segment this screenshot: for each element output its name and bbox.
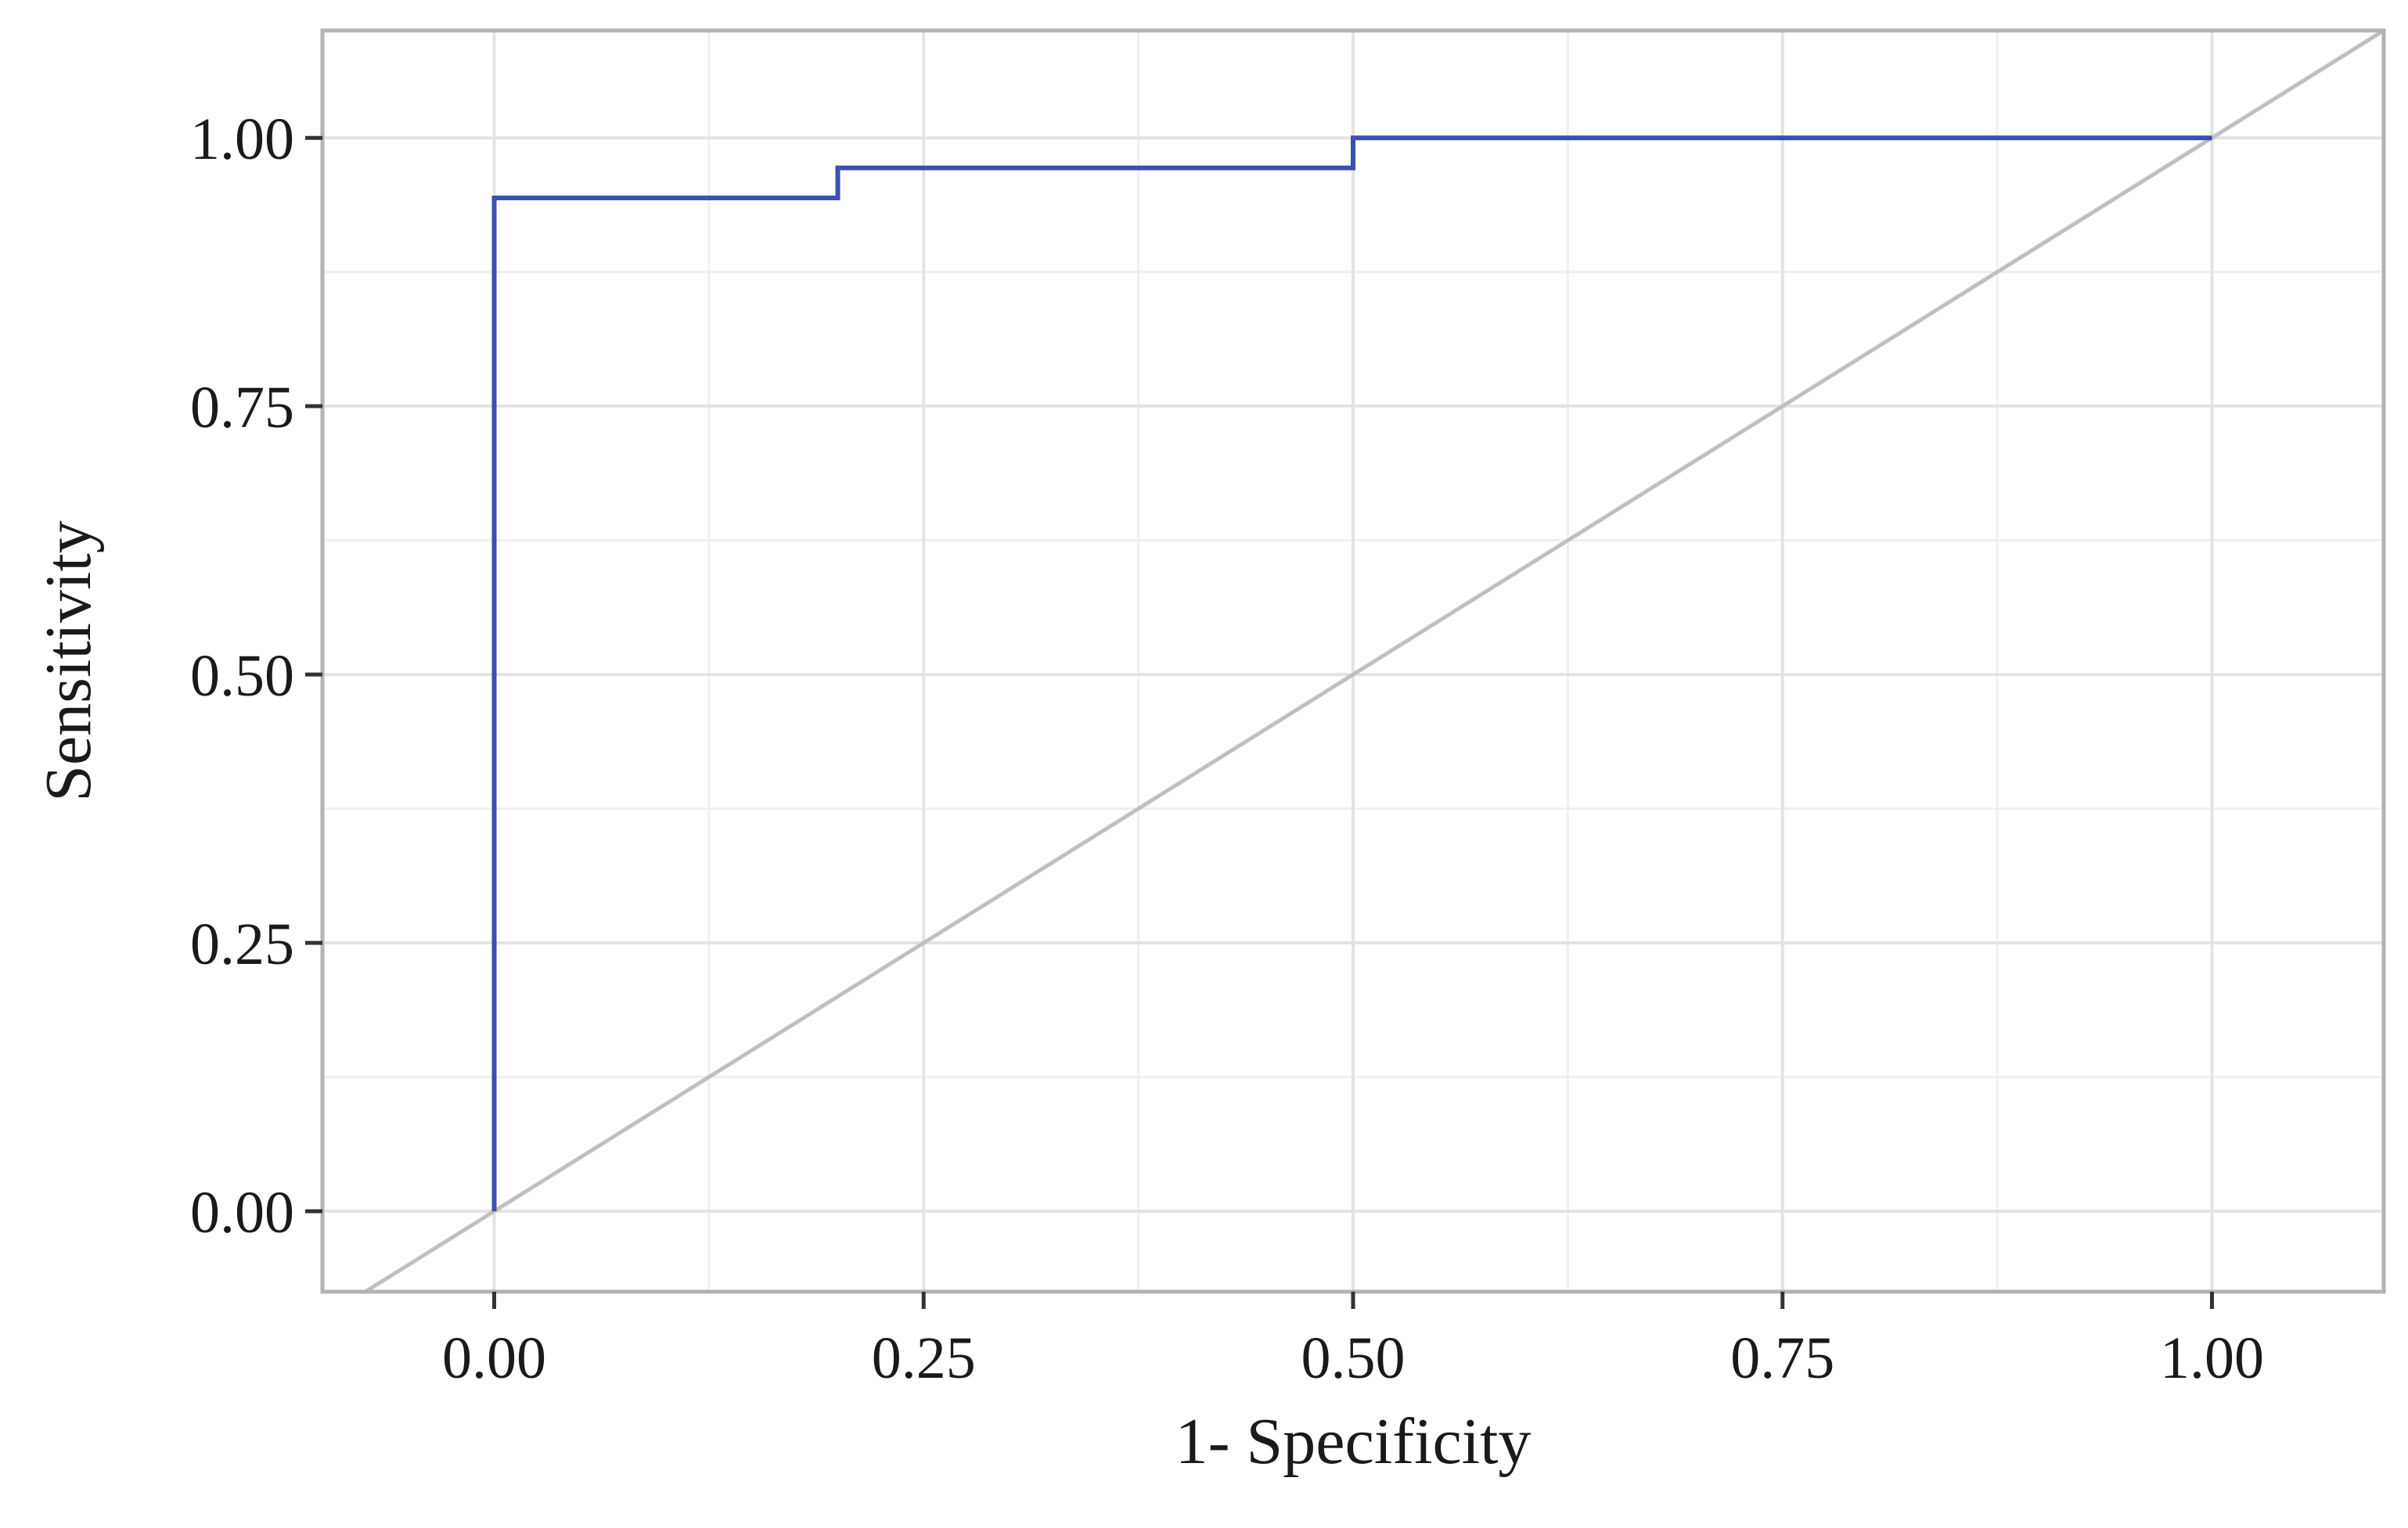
y-axis-ticks: 0.00 0.25 0.50 0.75 1.00: [190, 106, 322, 1246]
y-tick-label: 0.75: [190, 375, 294, 440]
x-tick-label: 1.00: [2160, 1325, 2264, 1391]
x-axis-label: 1- Specificity: [1175, 1405, 1532, 1478]
series-layer: [491, 135, 2212, 1212]
y-tick-label: 0.00: [190, 1180, 294, 1246]
x-axis-ticks: 0.00 0.25 0.50 0.75 1.00: [442, 1292, 2264, 1391]
y-tick-label: 1.00: [190, 106, 294, 172]
x-tick-label: 0.25: [872, 1325, 976, 1391]
x-tick-label: 0.75: [1730, 1325, 1834, 1391]
y-tick-label: 0.50: [190, 643, 294, 709]
y-axis-label: Sensitivity: [32, 520, 105, 801]
reference-line-layer: [362, 31, 2384, 1292]
x-tick-label: 0.50: [1301, 1325, 1406, 1391]
x-tick-label: 0.00: [442, 1325, 546, 1391]
y-tick-label: 0.25: [190, 911, 294, 977]
reference-diagonal-line: [362, 31, 2384, 1292]
roc-curve-line: [491, 135, 2212, 1212]
